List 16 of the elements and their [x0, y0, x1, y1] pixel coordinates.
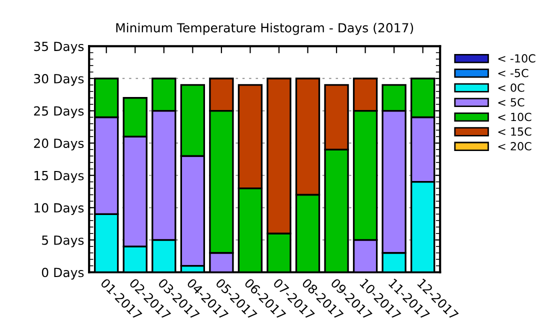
y-tick-label: 35 Days [34, 42, 84, 54]
legend-label: < 15C [498, 127, 532, 136]
legend-label: < 0C [498, 83, 524, 92]
y-tick-label: 20 Days [34, 138, 84, 150]
y-tick-label: 25 Days [34, 106, 84, 118]
legend-label: < 5C [498, 98, 524, 107]
y-tick-label: 5 Days [42, 236, 84, 248]
y-tick-label: 30 Days [34, 74, 84, 86]
y-tick-label: 15 Days [34, 171, 84, 183]
y-tick-label: 10 Days [34, 203, 84, 216]
legend-label: < 20C [498, 142, 532, 150]
chart-title: Minimum Temperature Histogram - Days (2017) [116, 22, 414, 35]
legend-label: < -10C [498, 54, 536, 63]
legend-label: < -5C [498, 68, 528, 78]
y-tick-label: 0 Days [42, 268, 84, 280]
legend-label: < 10C [498, 112, 532, 122]
